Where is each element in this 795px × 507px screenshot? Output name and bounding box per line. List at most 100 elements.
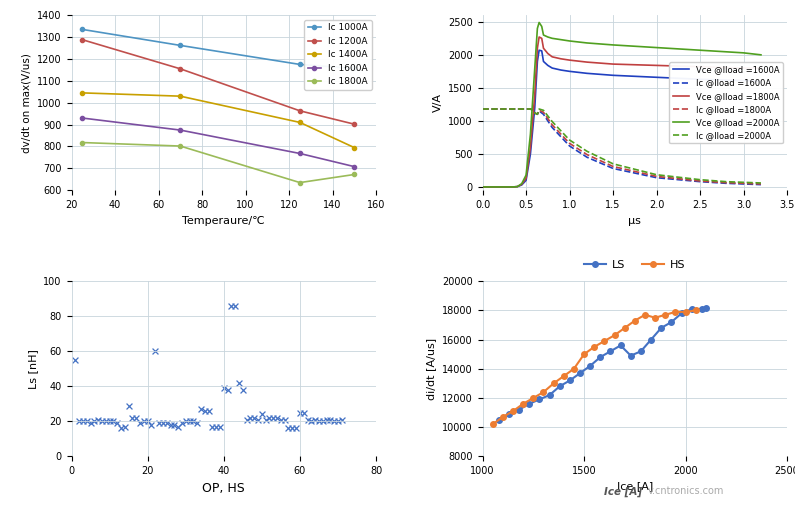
Point — [248, 414, 261, 422]
Point — [191, 419, 204, 427]
Vce @Iload =2000A — [491, 184, 500, 190]
Vce @Iload =1600A — [495, 184, 505, 190]
Point — [214, 422, 227, 430]
HS — [569, 366, 579, 372]
Ic @Iload =2000A — [499, 106, 509, 112]
HS — [650, 315, 660, 321]
LS — [595, 354, 605, 360]
Ic @Iload =1600A — [478, 106, 487, 112]
Ic @Iload =2000A — [548, 119, 557, 125]
LS — [565, 377, 575, 383]
Vce @Iload =1800A — [696, 64, 705, 70]
HS — [640, 312, 650, 318]
Point — [252, 416, 265, 424]
Ic @Iload =2000A — [508, 106, 518, 112]
Vce @Iload =2000A — [608, 42, 618, 48]
Ic @Iload =1600A — [721, 180, 731, 187]
Point — [118, 422, 131, 430]
LS — [657, 325, 666, 331]
LS — [616, 342, 626, 348]
Point — [73, 417, 86, 425]
Point — [335, 416, 348, 424]
Ic 1200A — [350, 121, 359, 127]
Point — [103, 417, 116, 425]
Vce @Iload =1600A — [525, 151, 535, 157]
Line: Ic 1000A: Ic 1000A — [80, 27, 356, 70]
Vce @Iload =1800A — [499, 184, 509, 190]
Point — [168, 421, 180, 429]
Point — [149, 347, 161, 355]
Vce @Iload =1800A — [517, 182, 526, 188]
Ic @Iload =1800A — [721, 179, 731, 186]
Point — [142, 417, 154, 425]
Ic @Iload =1600A — [517, 106, 526, 112]
Vce @Iload =1600A — [504, 184, 514, 190]
Vce @Iload =1600A — [539, 58, 549, 64]
Ic @Iload =2000A — [608, 161, 618, 167]
Ic @Iload =1800A — [499, 106, 509, 112]
Point — [255, 410, 268, 418]
Vce @Iload =1800A — [478, 184, 487, 190]
Vce @Iload =2000A — [525, 131, 535, 137]
HS — [498, 414, 508, 420]
Ic @Iload =1600A — [522, 106, 531, 112]
Ic @Iload =2000A — [517, 106, 526, 112]
Point — [312, 417, 325, 425]
Ic @Iload =1800A — [652, 173, 661, 179]
HS — [559, 373, 568, 379]
Ic @Iload =1800A — [504, 106, 514, 112]
Ic @Iload =1600A — [508, 106, 518, 112]
Vce @Iload =2000A — [739, 50, 748, 56]
Ic @Iload =1600A — [739, 181, 748, 187]
Ic @Iload =1800A — [478, 106, 487, 112]
X-axis label: OP, HS: OP, HS — [203, 482, 245, 494]
LS — [697, 306, 707, 312]
Vce @Iload =2000A — [556, 37, 566, 43]
Point — [229, 302, 242, 310]
Y-axis label: dv/dt on max(V/us): dv/dt on max(V/us) — [21, 53, 32, 153]
Line: Vce @Iload =2000A: Vce @Iload =2000A — [483, 22, 761, 187]
Ic @Iload =1800A — [517, 106, 526, 112]
Ic 1800A — [176, 143, 185, 149]
Vce @Iload =1600A — [652, 74, 661, 80]
Ic @Iload =2000A — [539, 107, 549, 114]
LS — [535, 396, 545, 403]
Line: Ic 1400A: Ic 1400A — [80, 91, 356, 150]
Vce @Iload =1800A — [513, 184, 522, 190]
HS — [630, 317, 640, 323]
Ic @Iload =2000A — [739, 179, 748, 186]
Ic @Iload =2000A — [564, 137, 574, 143]
Point — [202, 407, 215, 415]
Vce @Iload =2000A — [533, 25, 542, 31]
Ic @Iload =1600A — [530, 110, 540, 116]
Ic @Iload =1800A — [533, 111, 542, 117]
Ic @Iload =1600A — [652, 174, 661, 180]
Vce @Iload =1600A — [543, 62, 553, 68]
Point — [221, 386, 234, 394]
Ic @Iload =1800A — [564, 140, 574, 147]
Ic 1400A — [295, 119, 304, 125]
HS — [610, 332, 619, 338]
Point — [88, 417, 101, 425]
Y-axis label: Ls [nH]: Ls [nH] — [28, 349, 38, 389]
LS — [701, 305, 711, 311]
Point — [138, 417, 150, 425]
LS — [555, 383, 564, 389]
Ic @Iload =1600A — [696, 178, 705, 185]
Point — [183, 417, 196, 425]
Point — [134, 419, 146, 427]
Ic @Iload =2000A — [533, 111, 542, 117]
Vce @Iload =1800A — [756, 65, 766, 71]
Vce @Iload =2000A — [652, 45, 661, 51]
HS — [599, 338, 609, 344]
Line: LS: LS — [496, 305, 708, 423]
LS — [636, 348, 646, 354]
HS — [580, 351, 589, 357]
Line: Vce @Iload =1800A: Vce @Iload =1800A — [483, 37, 761, 187]
Ic @Iload =1600A — [756, 182, 766, 188]
Ic @Iload =1600A — [525, 106, 535, 112]
HS — [691, 307, 700, 313]
Ic @Iload =1600A — [528, 107, 537, 114]
Point — [145, 421, 158, 429]
Vce @Iload =2000A — [534, 19, 544, 25]
